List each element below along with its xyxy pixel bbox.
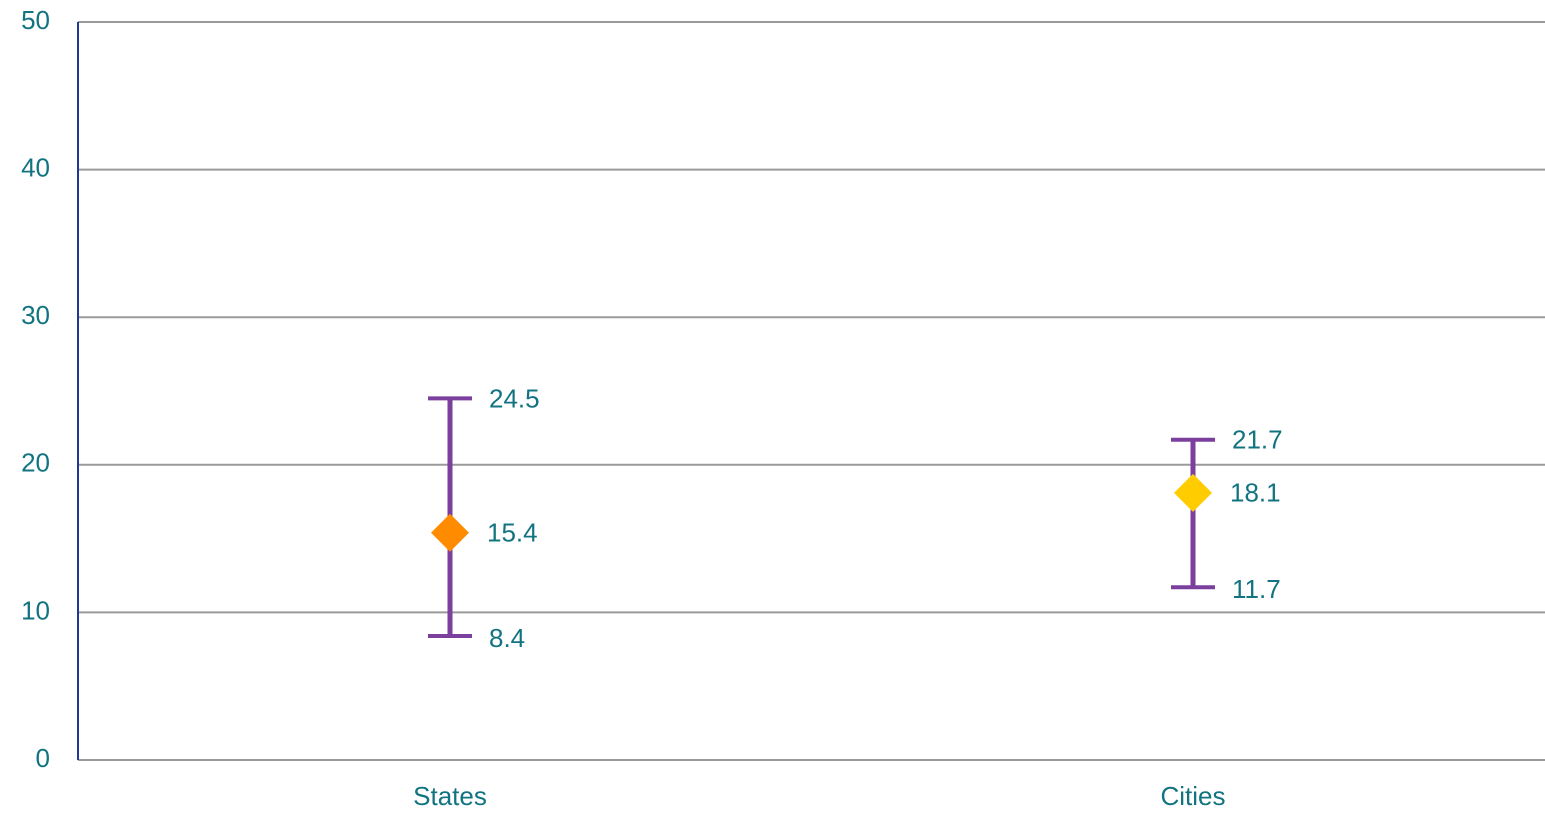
mean-label: 15.4 bbox=[487, 518, 538, 548]
y-tick-label: 20 bbox=[21, 448, 50, 478]
y-tick-label: 30 bbox=[21, 300, 50, 330]
mean-marker bbox=[431, 513, 469, 552]
y-tick-label: 50 bbox=[21, 5, 50, 35]
mean-label: 18.1 bbox=[1230, 478, 1281, 508]
x-tick-label: Cities bbox=[1160, 781, 1225, 811]
high-label: 21.7 bbox=[1232, 425, 1283, 455]
high-label: 24.5 bbox=[489, 383, 540, 413]
y-tick-label: 40 bbox=[21, 152, 50, 182]
y-tick-label: 10 bbox=[21, 595, 50, 625]
x-tick-label: States bbox=[413, 781, 487, 811]
y-tick-label: 0 bbox=[36, 743, 50, 773]
low-label: 11.7 bbox=[1232, 574, 1281, 604]
low-label: 8.4 bbox=[489, 623, 525, 653]
mean-marker bbox=[1174, 473, 1212, 512]
